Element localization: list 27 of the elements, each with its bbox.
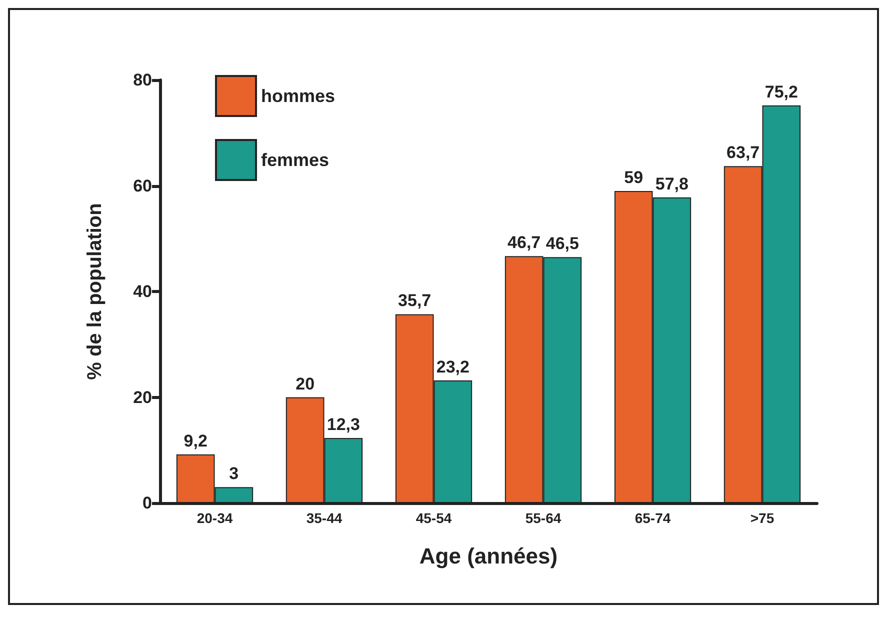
x-tick-label: 20-34 — [196, 510, 233, 526]
data-label: 12,3 — [326, 414, 360, 434]
x-tick-label: >75 — [750, 510, 774, 526]
data-label: 23,2 — [436, 357, 470, 376]
data-label: 57,8 — [655, 174, 688, 194]
data-label: 20 — [296, 374, 315, 394]
x-tick-label: 35-44 — [306, 510, 342, 526]
y-tick-label: 0 — [142, 494, 152, 512]
data-label: 9,2 — [184, 431, 208, 450]
x-tick-label: 65-74 — [634, 510, 671, 526]
data-label: 75,2 — [764, 82, 798, 102]
y-tick-label: 80 — [133, 70, 152, 90]
x-axis-title: Age (années) — [419, 544, 558, 568]
data-label: 63,7 — [726, 143, 760, 162]
y-tick-label: 40 — [133, 282, 152, 301]
y-tick-label: 60 — [133, 176, 152, 196]
y-tick-label: 20 — [133, 388, 152, 407]
x-tick-label: 55-64 — [525, 510, 562, 526]
legend-label: hommes — [261, 86, 336, 106]
data-label: 59 — [624, 168, 644, 188]
legend-label: femmes — [261, 150, 330, 170]
data-label: 46,7 — [508, 233, 541, 252]
data-label: 3 — [229, 464, 239, 484]
x-tick-label: 45-54 — [416, 510, 452, 526]
data-label: 35,7 — [398, 291, 432, 310]
data-label: 46,5 — [546, 234, 579, 254]
y-axis-title: % de la population — [84, 203, 106, 380]
